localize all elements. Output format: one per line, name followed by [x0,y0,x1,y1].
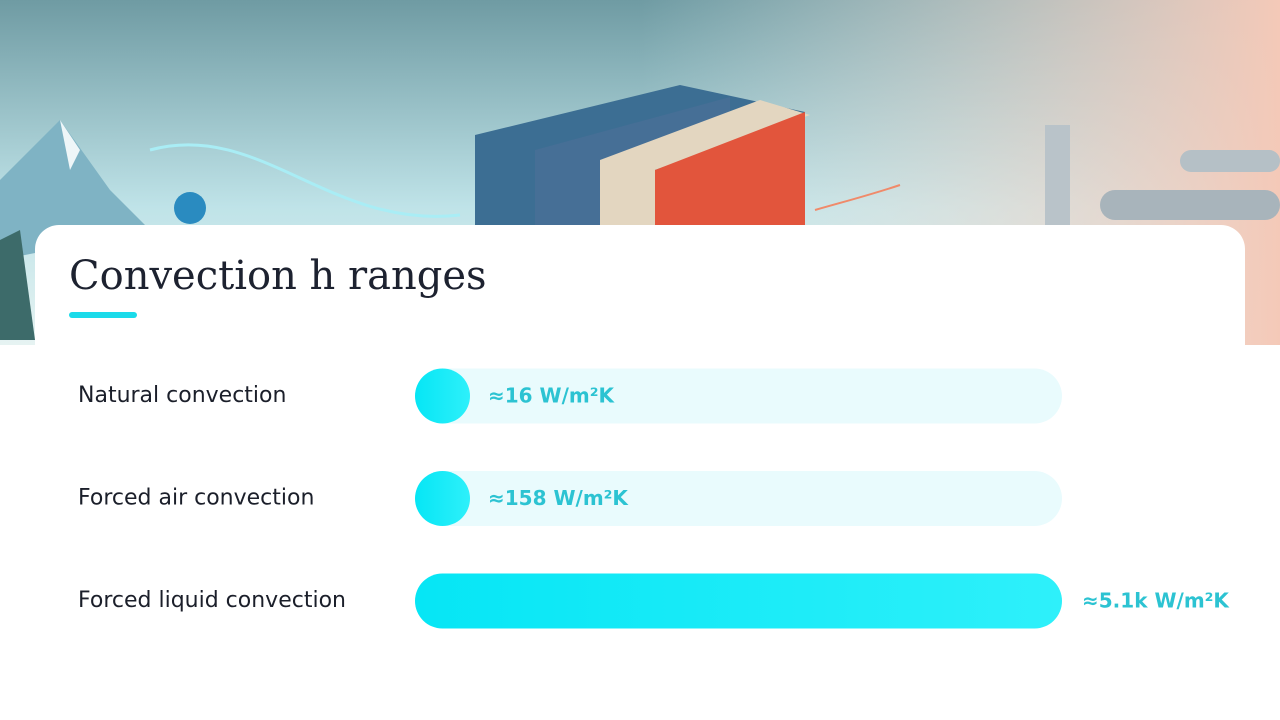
category-label: Forced liquid convection [78,588,346,613]
bar [415,471,470,526]
bar-track [415,368,1062,424]
value-label: ≈158 W/m²K [488,486,629,510]
bar [415,368,470,424]
title-accent [69,312,137,318]
category-label: Natural convection [78,383,286,408]
header-illustration [0,0,1280,345]
chart-title: Convection h ranges [69,253,487,299]
value-label: ≈5.1k W/m²K [1082,589,1230,613]
bar [415,573,1062,629]
category-label: Forced air convection [78,486,314,511]
value-label: ≈16 W/m²K [488,384,616,408]
bar-track [415,471,1062,526]
